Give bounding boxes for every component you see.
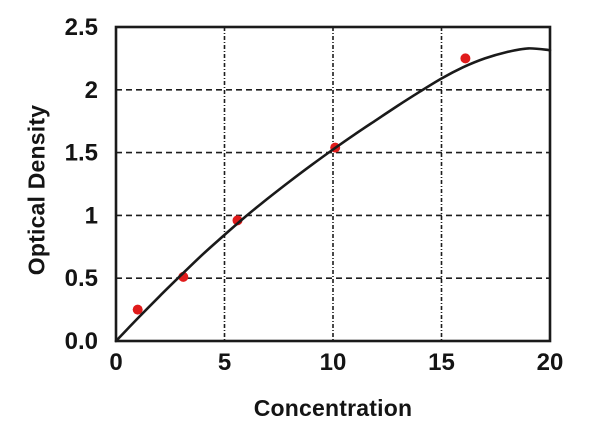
- x-tick-label: 20: [537, 349, 564, 376]
- y-tick-label: 1.5: [65, 140, 98, 167]
- fitted-curve: [114, 47, 552, 343]
- y-tick-label: 2: [85, 77, 98, 104]
- plot-border: [114, 25, 552, 343]
- x-tick-label: 15: [428, 349, 455, 376]
- y-axis-title: Optical Density: [23, 104, 50, 276]
- x-tick-label: 0: [109, 349, 122, 376]
- x-tick-label: 10: [320, 349, 347, 376]
- y-tick-label: 1: [85, 202, 98, 229]
- x-axis-title: Concentration: [253, 395, 413, 421]
- x-tick-label: 5: [218, 349, 231, 376]
- y-tick-label: 2.5: [65, 14, 98, 41]
- y-tick-label: 0.0: [65, 328, 98, 355]
- data-point-marker: [132, 304, 143, 315]
- data-point-marker: [460, 53, 471, 64]
- y-tick-label: 0.5: [65, 265, 98, 292]
